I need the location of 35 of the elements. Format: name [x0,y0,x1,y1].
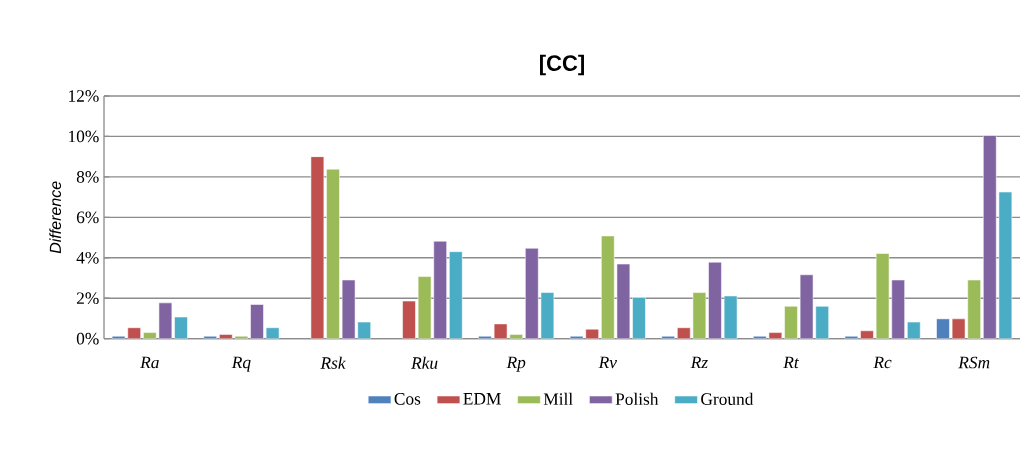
legend-label: EDM [463,393,501,405]
x-tick-label: RSm [958,356,990,369]
bar [983,135,997,339]
chart-title: [CC] [540,54,584,76]
bar [449,251,463,339]
x-tick-label: Rv [598,356,617,369]
y-tick-label: 8% [76,171,99,183]
bar [433,240,447,339]
bar [891,279,905,339]
legend-label: Cos [394,393,421,405]
y-tick-label: 4% [76,251,99,264]
x-tick-label: Rsk [320,356,346,369]
y-axis-title: Difference [49,181,62,254]
bar [525,247,539,339]
bar [326,168,340,339]
legend-label: Mill [543,392,573,405]
x-tick-label: Rq [231,356,251,372]
bar [907,321,921,339]
bar [708,261,722,339]
y-tick-label: 2% [76,292,99,305]
bar [601,235,615,339]
y-tick-label: 6% [76,211,99,224]
legend-label: Polish [615,392,659,405]
legend-label: Ground [701,392,754,405]
y-tick-label: 12% [69,90,99,102]
y-tick-label: 10% [69,130,99,143]
x-tick-label: Rc [873,356,892,369]
bar [250,304,264,339]
x-tick-label: Rt [783,356,800,369]
x-tick-label: Ra [140,356,159,369]
bar [967,279,981,339]
x-tick-label: Rku [411,356,438,369]
x-tick-label: Rz [690,356,708,369]
x-tick-label: Rp [506,356,526,372]
y-tick-label: 0% [76,332,99,345]
